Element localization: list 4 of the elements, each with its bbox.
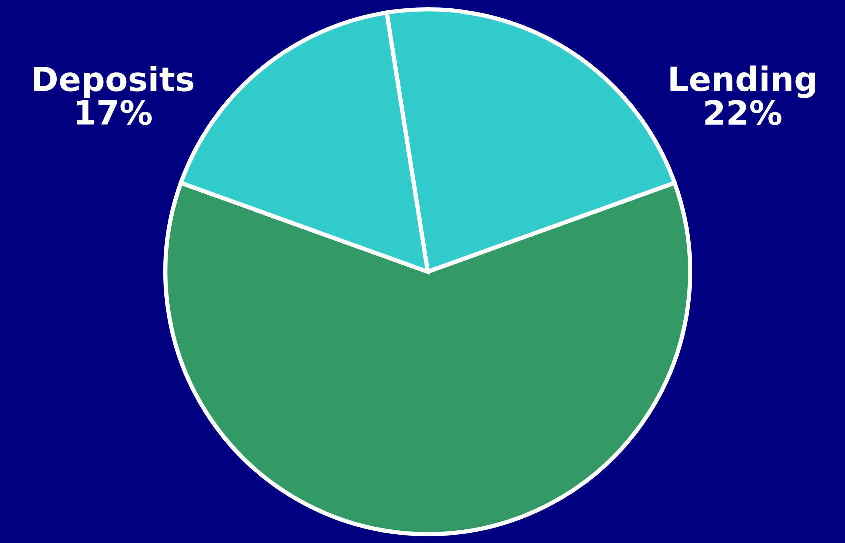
- data-label: 22%: [706, 100, 782, 126]
- slice-label: Deposits: [34, 66, 194, 98]
- data-label: 17%: [77, 100, 152, 126]
- slice-label: Lending: [670, 66, 816, 98]
